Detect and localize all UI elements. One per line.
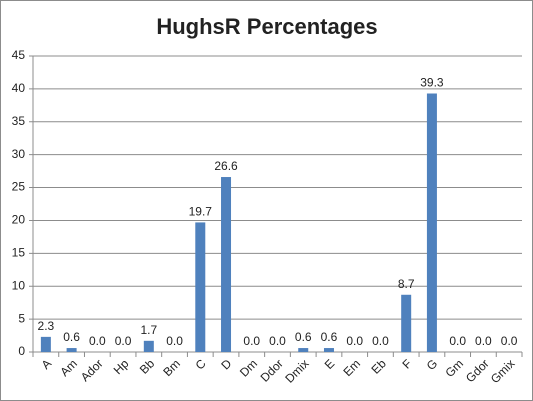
value-label: 0.0 bbox=[269, 334, 286, 348]
bar bbox=[298, 348, 309, 352]
bar bbox=[426, 93, 437, 352]
value-label: 0.0 bbox=[89, 334, 106, 348]
value-label: 0.0 bbox=[166, 334, 183, 348]
y-tick-label: 30 bbox=[12, 147, 26, 161]
y-tick-label: 15 bbox=[12, 246, 26, 260]
value-label: 39.3 bbox=[420, 76, 444, 90]
bar bbox=[195, 222, 206, 352]
value-label: 0.0 bbox=[449, 334, 466, 348]
value-label: 26.6 bbox=[214, 159, 238, 173]
y-tick-label: 5 bbox=[18, 311, 25, 325]
y-tick-label: 25 bbox=[12, 180, 26, 194]
bar bbox=[143, 340, 154, 352]
bar bbox=[40, 336, 51, 352]
value-label: 1.7 bbox=[140, 323, 157, 337]
chart-title: HughsR Percentages bbox=[156, 14, 377, 39]
value-label: 0.0 bbox=[501, 334, 518, 348]
value-label: 0.0 bbox=[243, 334, 260, 348]
y-tick-label: 40 bbox=[12, 81, 26, 95]
y-tick-label: 10 bbox=[12, 278, 26, 292]
value-label: 0.0 bbox=[346, 334, 363, 348]
y-tick-label: 45 bbox=[12, 48, 26, 62]
y-tick-label: 20 bbox=[12, 213, 26, 227]
value-label: 0.6 bbox=[295, 330, 312, 344]
y-tick-label: 0 bbox=[18, 344, 25, 358]
bar bbox=[66, 348, 77, 352]
value-label: 2.3 bbox=[38, 319, 55, 333]
bar bbox=[401, 294, 412, 352]
value-label: 8.7 bbox=[398, 277, 415, 291]
value-label: 0.0 bbox=[372, 334, 389, 348]
value-label: 0.0 bbox=[115, 334, 132, 348]
value-label: 0.6 bbox=[63, 330, 80, 344]
value-label: 19.7 bbox=[189, 205, 213, 219]
bar bbox=[221, 177, 232, 352]
bar bbox=[323, 348, 334, 352]
value-label: 0.0 bbox=[475, 334, 492, 348]
value-label: 0.6 bbox=[321, 330, 338, 344]
y-tick-label: 35 bbox=[12, 114, 26, 128]
